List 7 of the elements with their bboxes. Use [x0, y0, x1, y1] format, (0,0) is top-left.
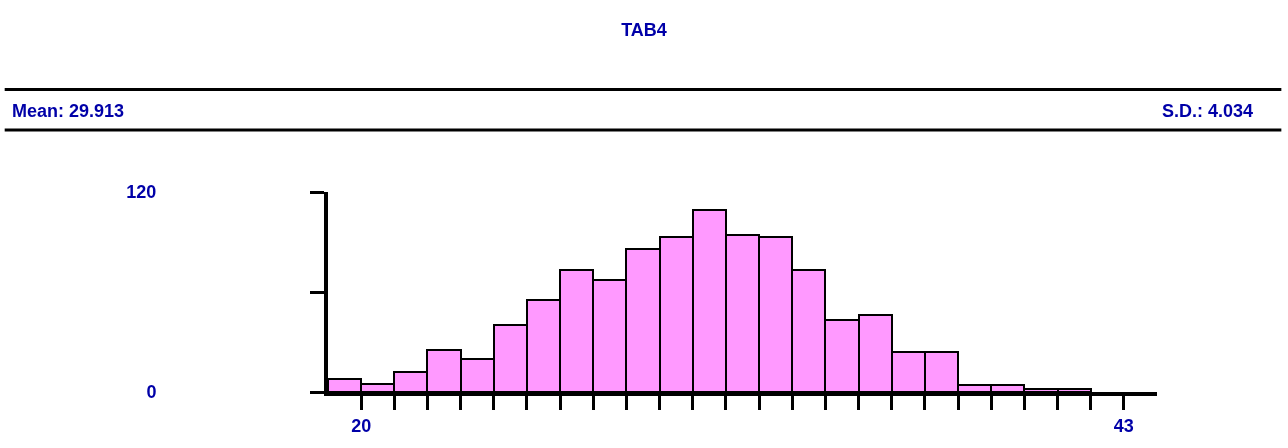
y-tick-label: 120: [126, 182, 157, 203]
x-tick-label: 20: [351, 415, 372, 436]
chart-title: TAB4: [621, 20, 667, 41]
text: Mean: 29.913: [12, 101, 125, 121]
x-tick-label: 43: [1113, 415, 1134, 436]
y-tick-label: 0: [146, 382, 157, 403]
text: S.D.: 4.034: [1162, 101, 1254, 121]
